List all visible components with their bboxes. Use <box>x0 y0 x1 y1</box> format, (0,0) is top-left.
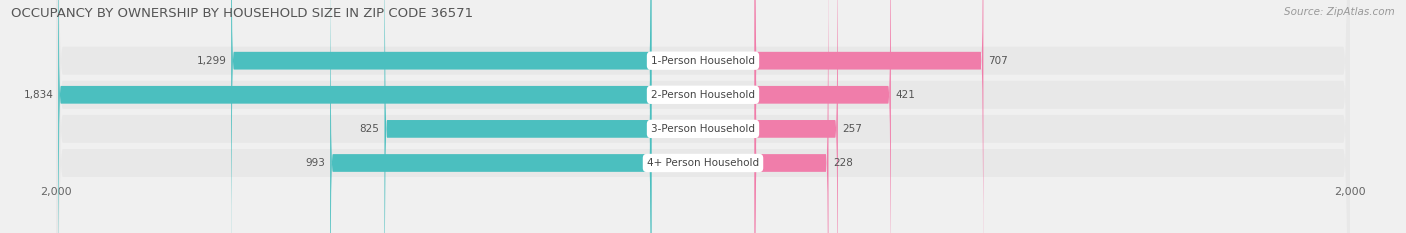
FancyBboxPatch shape <box>755 0 891 233</box>
FancyBboxPatch shape <box>384 0 651 233</box>
FancyBboxPatch shape <box>231 0 651 233</box>
FancyBboxPatch shape <box>755 0 838 233</box>
Text: 228: 228 <box>834 158 853 168</box>
FancyBboxPatch shape <box>56 0 1350 233</box>
Text: 3-Person Household: 3-Person Household <box>651 124 755 134</box>
FancyBboxPatch shape <box>56 0 1350 233</box>
FancyBboxPatch shape <box>58 0 651 233</box>
FancyBboxPatch shape <box>755 0 828 233</box>
Text: 257: 257 <box>842 124 862 134</box>
Text: 4+ Person Household: 4+ Person Household <box>647 158 759 168</box>
Text: Source: ZipAtlas.com: Source: ZipAtlas.com <box>1284 7 1395 17</box>
Text: OCCUPANCY BY OWNERSHIP BY HOUSEHOLD SIZE IN ZIP CODE 36571: OCCUPANCY BY OWNERSHIP BY HOUSEHOLD SIZE… <box>11 7 474 20</box>
Text: 1,834: 1,834 <box>24 90 53 100</box>
FancyBboxPatch shape <box>330 0 651 233</box>
Text: 707: 707 <box>988 56 1008 66</box>
FancyBboxPatch shape <box>56 0 1350 233</box>
Text: 421: 421 <box>896 90 915 100</box>
Text: 2-Person Household: 2-Person Household <box>651 90 755 100</box>
FancyBboxPatch shape <box>755 0 983 233</box>
Text: 993: 993 <box>305 158 325 168</box>
Text: 1,299: 1,299 <box>197 56 226 66</box>
Text: 825: 825 <box>360 124 380 134</box>
FancyBboxPatch shape <box>56 0 1350 233</box>
Text: 1-Person Household: 1-Person Household <box>651 56 755 66</box>
